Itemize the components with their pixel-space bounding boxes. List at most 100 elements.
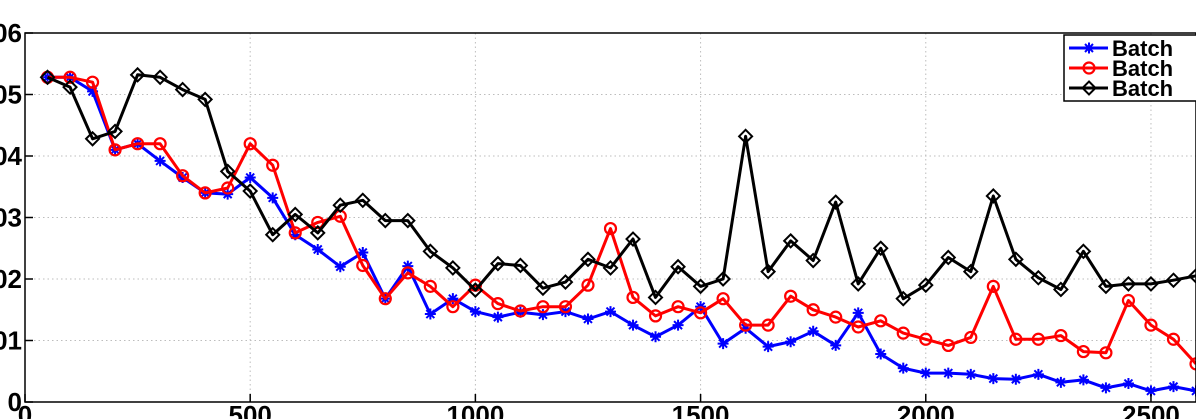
data-point bbox=[402, 260, 414, 272]
data-point bbox=[1167, 381, 1179, 393]
series-line bbox=[47, 75, 1196, 365]
data-point bbox=[536, 300, 550, 314]
data-point bbox=[198, 186, 212, 200]
data-point bbox=[1121, 293, 1136, 308]
series-line bbox=[47, 75, 1196, 393]
y-tick-label: 05 bbox=[0, 80, 22, 110]
data-point bbox=[650, 331, 662, 343]
data-point bbox=[513, 304, 528, 318]
series-asterisk bbox=[42, 71, 1196, 397]
data-point bbox=[287, 206, 304, 223]
data-point bbox=[964, 330, 978, 345]
x-tick-label: 2500 bbox=[1122, 400, 1180, 419]
data-point bbox=[1122, 378, 1134, 390]
data-point bbox=[446, 300, 460, 314]
y-tick-label: 01 bbox=[0, 326, 22, 356]
data-point bbox=[311, 215, 325, 230]
data-point bbox=[1009, 332, 1023, 346]
data-point bbox=[807, 325, 819, 337]
data-point bbox=[87, 85, 99, 97]
data-point bbox=[221, 181, 235, 195]
data-point bbox=[760, 263, 777, 280]
data-point bbox=[62, 79, 78, 96]
data-point bbox=[739, 318, 753, 332]
data-point bbox=[875, 348, 887, 360]
data-point bbox=[602, 260, 619, 276]
data-point bbox=[1189, 357, 1196, 371]
legend-item: Batch bbox=[1069, 76, 1173, 101]
data-point bbox=[627, 319, 639, 331]
data-point bbox=[1010, 373, 1022, 385]
data-point bbox=[895, 290, 912, 307]
data-point bbox=[197, 91, 214, 108]
legend-label: Batch bbox=[1112, 76, 1173, 101]
data-point bbox=[625, 231, 641, 247]
data-point bbox=[672, 319, 684, 331]
data-point bbox=[715, 271, 732, 287]
data-point bbox=[830, 339, 842, 351]
axis-ticks: 0 500 1000 1500 2000 2500 0 01 02 03 04 05 06 bbox=[0, 18, 1180, 419]
series-layer bbox=[39, 66, 1196, 397]
data-point bbox=[1083, 42, 1095, 54]
x-tick-label: 2000 bbox=[897, 400, 955, 419]
data-point bbox=[512, 257, 529, 274]
data-point bbox=[422, 243, 439, 260]
data-point bbox=[603, 221, 618, 236]
data-point bbox=[242, 183, 259, 199]
data-point bbox=[896, 326, 910, 340]
data-point bbox=[806, 303, 820, 317]
data-point bbox=[491, 297, 505, 311]
data-point bbox=[852, 307, 864, 319]
data-point bbox=[1120, 276, 1137, 292]
data-point bbox=[535, 280, 551, 297]
data-point bbox=[1081, 80, 1097, 96]
data-point bbox=[309, 224, 326, 241]
data-point bbox=[174, 81, 191, 98]
data-point bbox=[154, 155, 166, 167]
data-point bbox=[717, 338, 729, 350]
y-tick-label: 0 bbox=[8, 387, 22, 417]
y-tick-label: 06 bbox=[0, 18, 22, 48]
x-tick-label: 500 bbox=[228, 400, 271, 419]
data-point bbox=[537, 309, 549, 321]
data-point bbox=[378, 292, 392, 306]
legend-label: Batch bbox=[1112, 36, 1173, 61]
data-point bbox=[1166, 332, 1181, 346]
grid-lines bbox=[24, 32, 1196, 403]
data-point bbox=[692, 278, 709, 295]
data-point bbox=[581, 278, 595, 292]
data-point bbox=[785, 336, 797, 348]
y-tick-label: 02 bbox=[0, 264, 22, 294]
data-point bbox=[219, 163, 236, 180]
data-point bbox=[919, 332, 933, 346]
data-point bbox=[874, 314, 888, 328]
data-point bbox=[647, 289, 664, 306]
data-point bbox=[39, 69, 56, 86]
data-point bbox=[1077, 374, 1089, 386]
data-point bbox=[377, 212, 394, 229]
data-point bbox=[737, 128, 754, 145]
data-point bbox=[332, 197, 349, 214]
data-point bbox=[266, 158, 280, 172]
data-point bbox=[444, 260, 461, 276]
data-point bbox=[1054, 328, 1068, 343]
data-point bbox=[580, 251, 596, 268]
data-point bbox=[467, 282, 484, 298]
data-point bbox=[447, 293, 459, 305]
data-point bbox=[84, 130, 101, 147]
data-point bbox=[1098, 278, 1114, 295]
y-tick-label: 03 bbox=[0, 203, 22, 233]
data-point bbox=[762, 341, 774, 353]
data-point bbox=[605, 306, 616, 318]
legend-label: Batch bbox=[1112, 56, 1173, 81]
data-point bbox=[850, 276, 867, 292]
data-point bbox=[129, 66, 146, 83]
data-point bbox=[356, 258, 370, 273]
data-point bbox=[851, 320, 865, 334]
data-point bbox=[1100, 382, 1112, 394]
data-point bbox=[1032, 368, 1044, 380]
data-point bbox=[965, 368, 977, 380]
data-point bbox=[312, 243, 324, 255]
data-point bbox=[582, 313, 594, 325]
